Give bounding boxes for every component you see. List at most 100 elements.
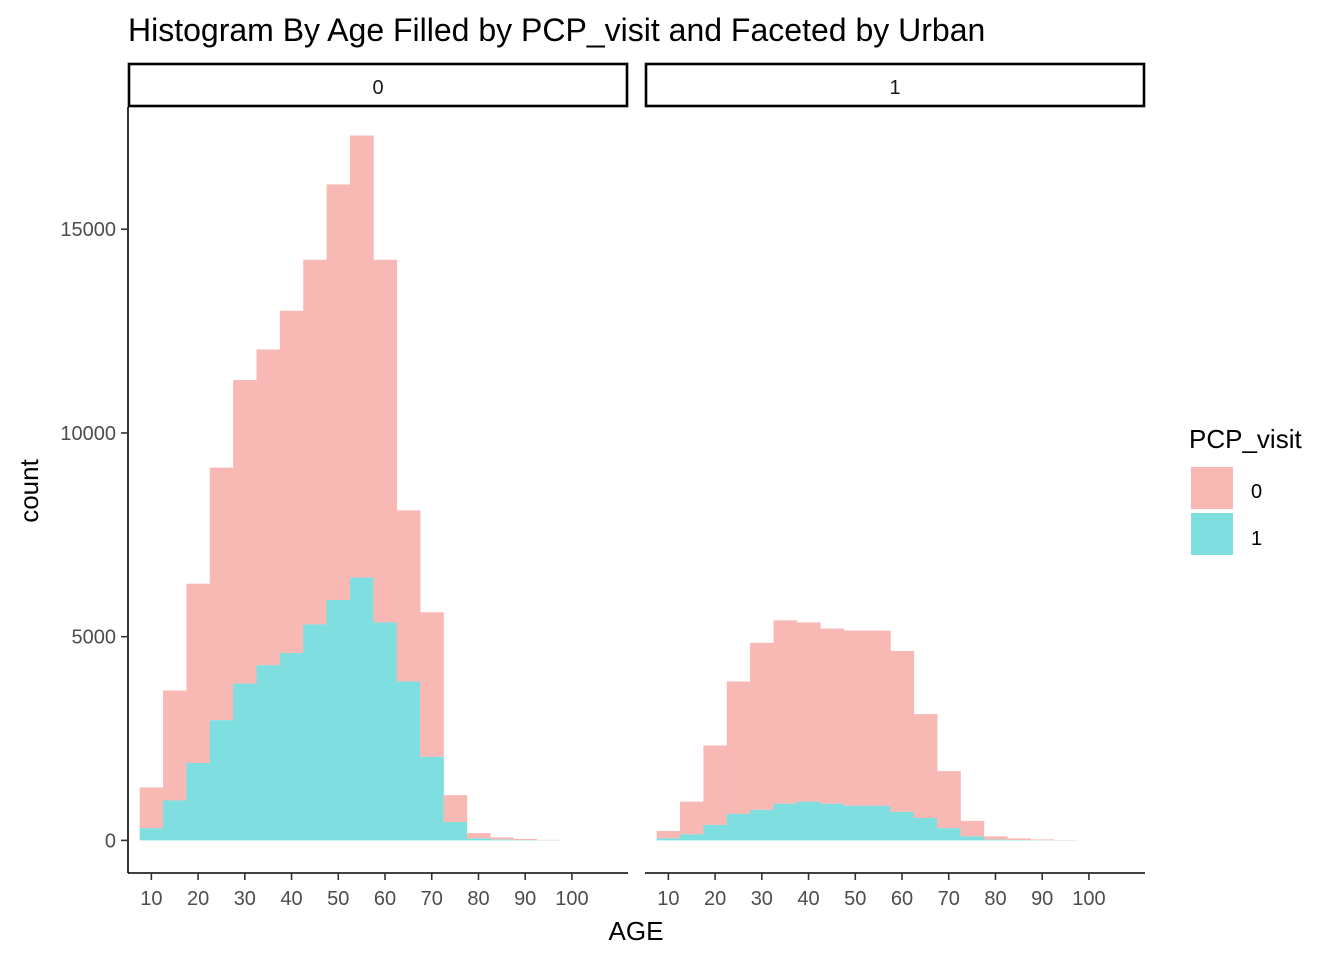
bar-pcp1 — [233, 683, 257, 841]
x-tick-label: 70 — [938, 888, 960, 910]
bar-pcp0 — [890, 650, 915, 812]
bar-pcp0 — [960, 820, 985, 837]
bar-pcp1 — [139, 828, 164, 841]
bar-pcp0 — [726, 681, 751, 814]
bar-pcp0 — [256, 349, 281, 666]
legend-label-0: 0 — [1251, 481, 1262, 503]
bar-pcp0 — [703, 745, 728, 825]
bar-pcp1 — [913, 817, 938, 841]
facet-panel-1: 1 10 20 30 40 50 60 70 80 90 100 — [644, 62, 1146, 910]
bar-pcp1 — [163, 800, 187, 841]
bar-pcp1 — [750, 809, 774, 841]
legend-title: PCP_visit — [1189, 424, 1302, 454]
bar-pcp0 — [396, 510, 421, 682]
bar-pcp0 — [209, 467, 234, 721]
x-tick-label: 70 — [421, 888, 443, 910]
legend-swatch-1 — [1191, 513, 1233, 555]
bar-pcp0 — [680, 801, 704, 835]
bar-pcp0 — [163, 690, 187, 801]
x-tick-label: 40 — [280, 888, 302, 910]
bar-pcp1 — [279, 652, 304, 841]
bar-pcp0 — [1030, 839, 1055, 841]
bar-pcp0 — [443, 795, 468, 823]
bar-pcp0 — [773, 620, 798, 804]
bar-pcp0 — [656, 831, 681, 839]
x-tick-label: 60 — [891, 888, 913, 910]
bar-pcp1 — [373, 622, 398, 841]
bar-pcp1 — [349, 577, 374, 841]
x-tick-label: 100 — [555, 888, 588, 910]
bar-pcp0 — [983, 836, 1008, 840]
bar-pcp0 — [466, 833, 491, 839]
bar-pcp1 — [420, 756, 444, 841]
x-tick-label: 20 — [187, 888, 209, 910]
y-tick-label: 10000 — [60, 423, 116, 445]
bar-pcp1 — [443, 822, 468, 841]
bar-pcp1 — [796, 801, 821, 841]
x-tick-label: 90 — [1031, 888, 1053, 910]
x-tick-label: 80 — [984, 888, 1006, 910]
x-tick-label: 60 — [374, 888, 396, 910]
bar-pcp1 — [209, 720, 234, 841]
bar-pcp0 — [796, 622, 821, 802]
bar-pcp0 — [866, 630, 891, 806]
facet-panel-0: 0 10 20 30 40 50 60 70 80 90 100 0 5000 10000 15000 — [60, 62, 629, 910]
x-tick-label: 10 — [657, 888, 679, 910]
bar-pcp0 — [303, 259, 327, 625]
bar-pcp0 — [513, 838, 538, 841]
bar-pcp0 — [349, 135, 374, 578]
x-tick-label: 80 — [467, 888, 489, 910]
bar-pcp0 — [233, 379, 257, 684]
bar-pcp1 — [680, 834, 704, 841]
bar-pcp1 — [703, 824, 728, 841]
bar-pcp0 — [279, 310, 304, 653]
x-tick-label: 100 — [1072, 888, 1105, 910]
bar-pcp1 — [490, 839, 514, 841]
x-tick-label: 50 — [844, 888, 866, 910]
bar-pcp0 — [326, 184, 351, 601]
bar-pcp0 — [843, 630, 868, 806]
y-tick-label: 15000 — [60, 219, 116, 241]
bar-pcp1 — [466, 838, 491, 841]
y-tick-label: 5000 — [72, 627, 117, 649]
bar-pcp0 — [420, 612, 444, 757]
legend-label-1: 1 — [1251, 528, 1262, 550]
bar-pcp1 — [866, 805, 891, 841]
facet-strip-label: 1 — [889, 77, 900, 99]
x-tick-label: 50 — [327, 888, 349, 910]
x-tick-label: 30 — [234, 888, 256, 910]
bar-pcp0 — [1007, 838, 1031, 840]
bar-pcp1 — [820, 803, 844, 841]
bar-pcp1 — [937, 828, 961, 841]
bar-pcp1 — [983, 839, 1008, 841]
x-tick-label: 90 — [514, 888, 536, 910]
bar-pcp0 — [186, 583, 211, 763]
x-axis-label: AGE — [609, 916, 664, 946]
y-tick-label: 0 — [105, 830, 116, 852]
bar-pcp1 — [773, 803, 798, 841]
bar-pcp0 — [820, 628, 844, 804]
bar-pcp0 — [937, 771, 961, 829]
bar-pcp1 — [326, 600, 351, 841]
x-tick-label: 10 — [140, 888, 162, 910]
facet-strip-label: 0 — [372, 77, 383, 99]
bar-pcp1 — [843, 805, 868, 841]
bar-pcp1 — [256, 665, 281, 841]
bar-pcp0 — [750, 642, 774, 810]
facet-panels: 0 10 20 30 40 50 60 70 80 90 100 0 5000 10000 15000 1 10… — [60, 62, 1146, 910]
bar-pcp0 — [373, 259, 398, 623]
y-axis-label: count — [14, 458, 44, 522]
bar-pcp1 — [890, 811, 915, 841]
x-tick-label: 20 — [704, 888, 726, 910]
x-tick-label: 40 — [797, 888, 819, 910]
bar-pcp0 — [490, 837, 514, 840]
bar-pcp0 — [139, 787, 164, 829]
legend: PCP_visit 0 1 — [1189, 424, 1302, 555]
bar-pcp1 — [396, 681, 421, 841]
legend-swatch-0 — [1191, 467, 1233, 509]
bar-pcp1 — [186, 762, 211, 841]
facet-strip — [127, 62, 629, 108]
facet-strip — [644, 62, 1146, 108]
chart-title: Histogram By Age Filled by PCP_visit and… — [128, 12, 985, 48]
